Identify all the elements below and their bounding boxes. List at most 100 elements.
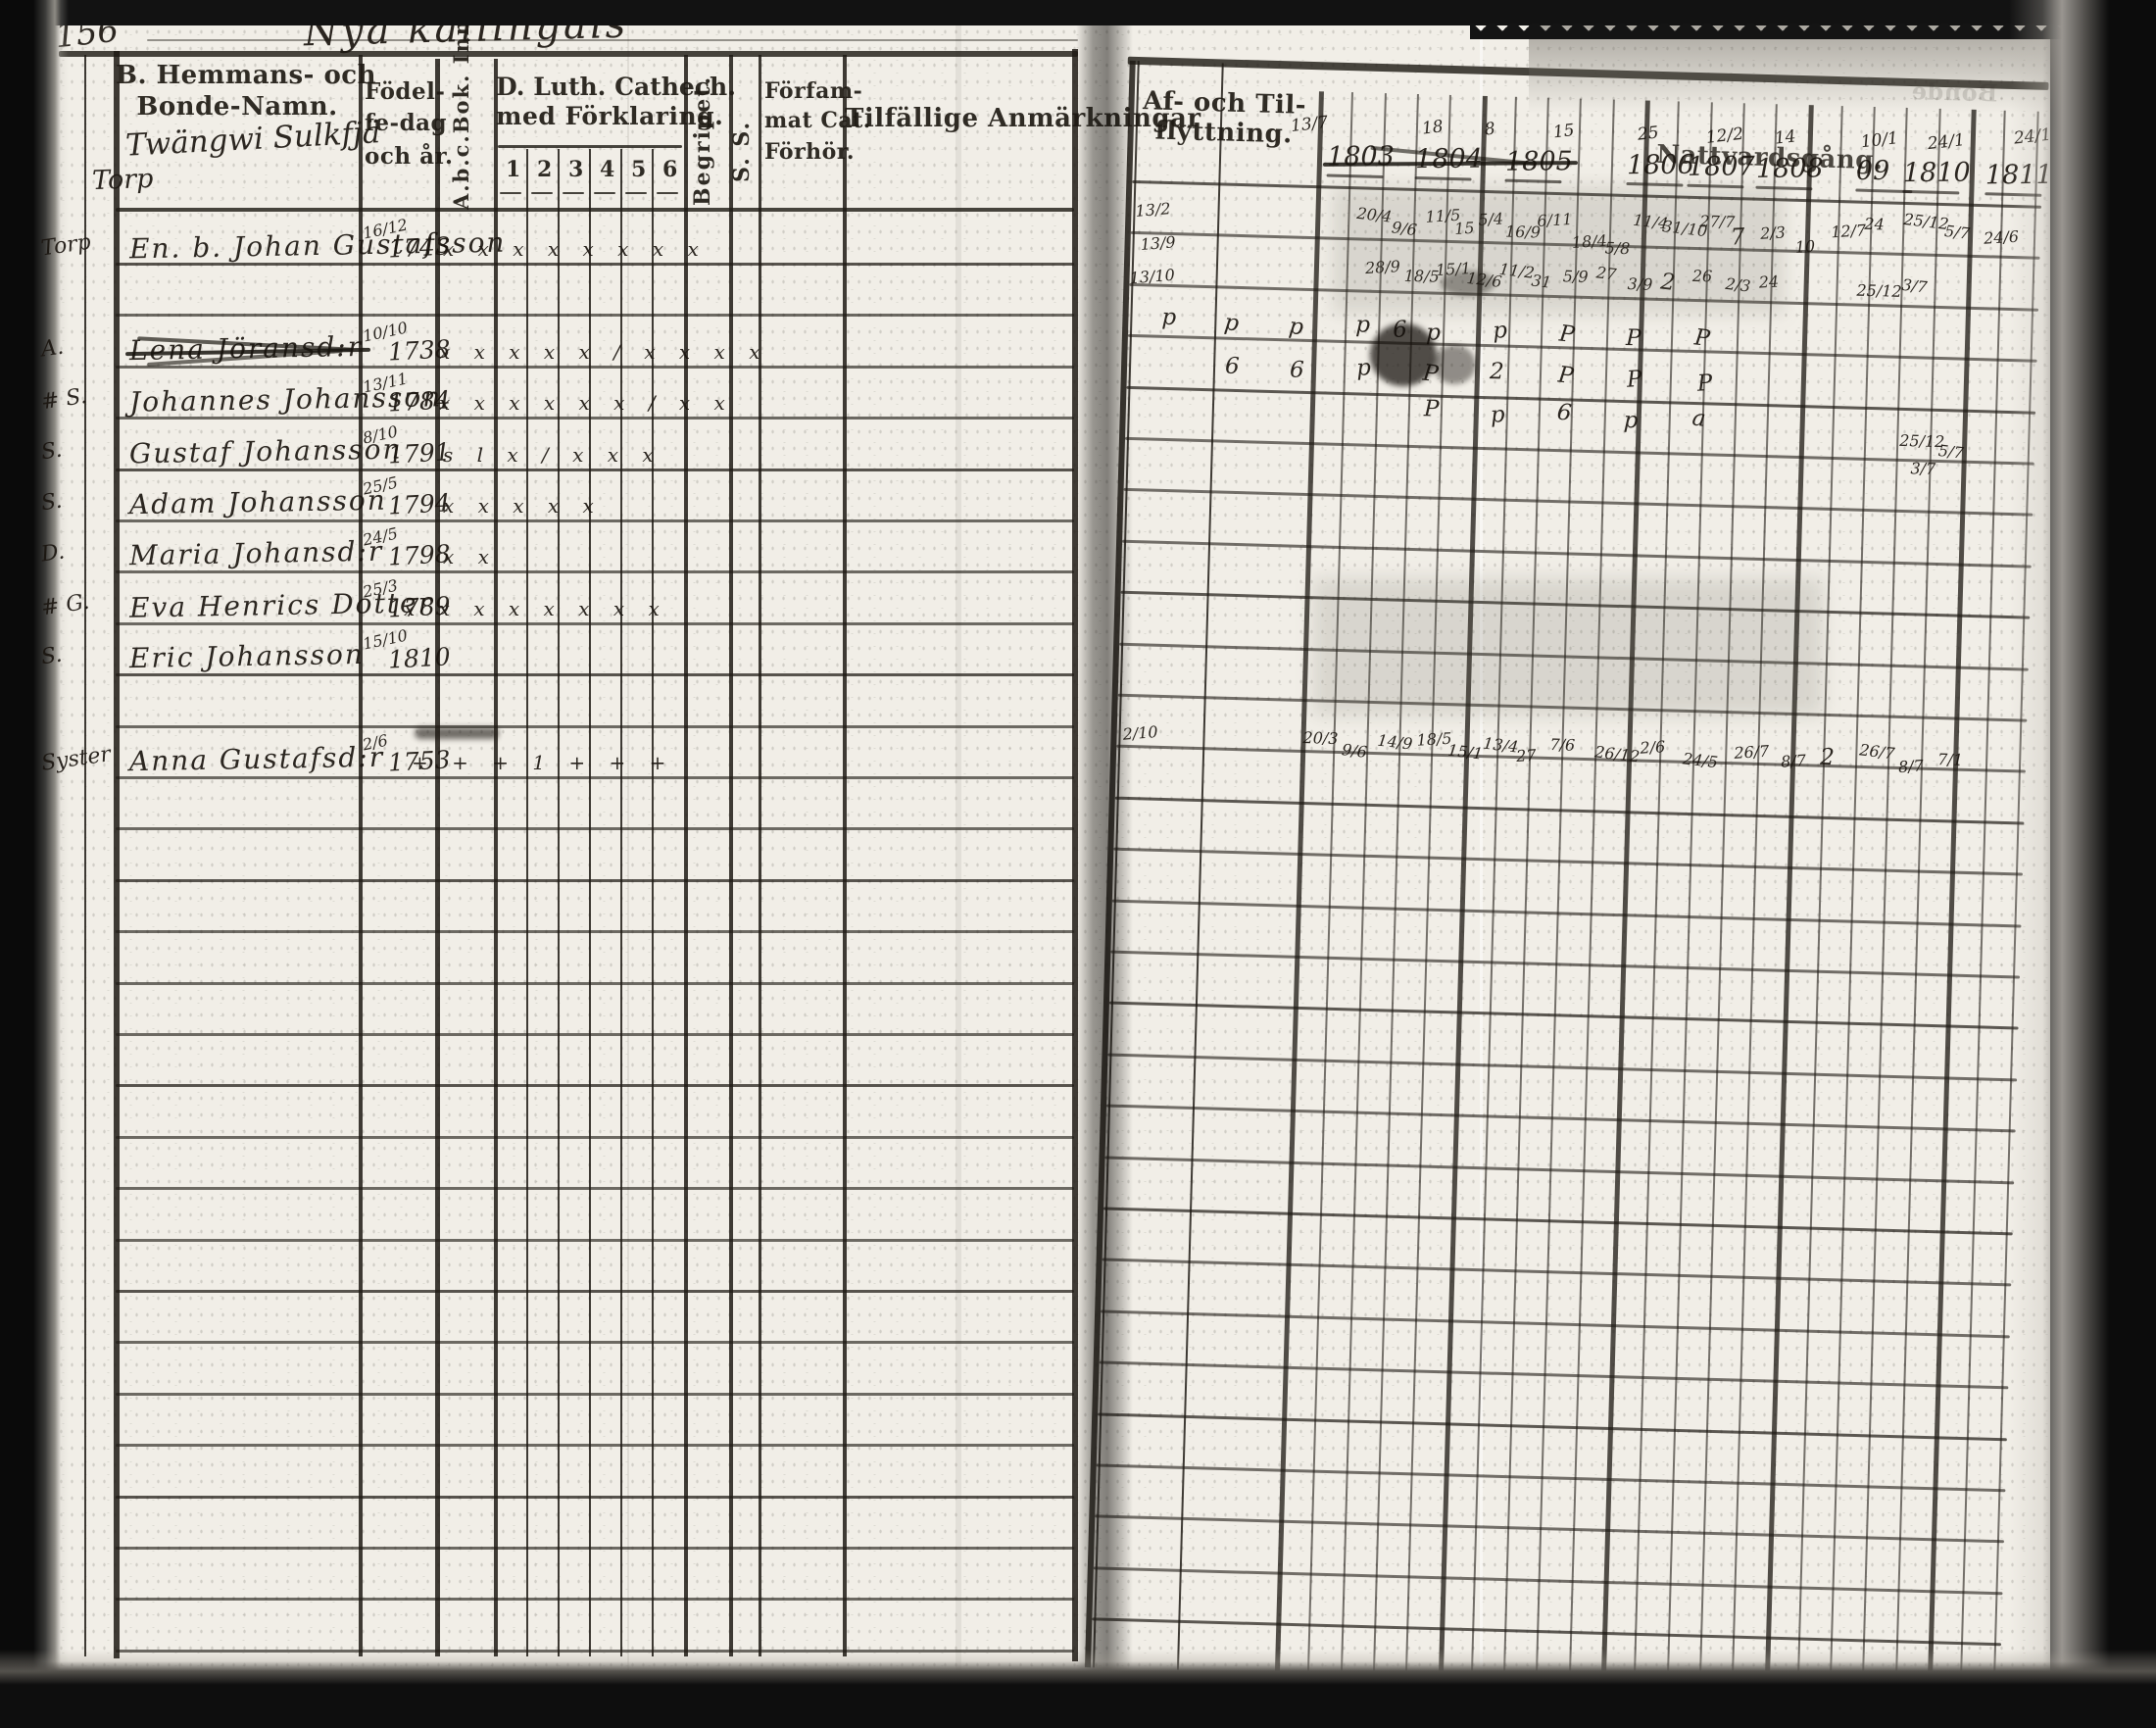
- scanner-edge-bottom: [0, 1650, 2156, 1728]
- birth-year: 1743: [387, 231, 452, 264]
- ink-blot: [1370, 323, 1437, 386]
- communion-entry: 9/6: [1341, 740, 1368, 762]
- communion-entry: P: [1692, 324, 1712, 353]
- communion-entry: 7/6: [1549, 735, 1576, 755]
- cathech-col-number: 3: [568, 157, 584, 182]
- communion-date-fraction: 13/7: [1290, 112, 1330, 136]
- column-line: [620, 149, 622, 1656]
- flyttning-date: 13/10: [1128, 265, 1176, 288]
- column-line: [843, 55, 847, 1656]
- person-name: Gustaf Johansson: [128, 432, 403, 470]
- catechism-marks: x x x x x / x x x x: [439, 339, 769, 364]
- communion-entry: p: [1492, 318, 1508, 344]
- ruled-line: [116, 1392, 1074, 1396]
- ruled-line: [116, 417, 1074, 420]
- person-name: Maria Johansd:r: [128, 535, 384, 572]
- communion-entry: 27: [1515, 745, 1538, 765]
- communion-entry: P: [1557, 321, 1577, 349]
- deckled-page-edge: [1470, 24, 2156, 39]
- communion-entry: P: [1626, 366, 1643, 393]
- communion-year-label: 1808: [1755, 153, 1824, 184]
- communion-entry: 3/7: [1910, 459, 1936, 478]
- ruled-line: [116, 1547, 1074, 1550]
- communion-entry: 10: [1794, 236, 1816, 257]
- header-name-col-line2: Bonde-Namn.: [136, 92, 338, 122]
- communion-entry: 26/7: [1858, 740, 1896, 764]
- communion-date-fraction: 14: [1773, 126, 1797, 149]
- communion-entry: 2: [1819, 744, 1836, 771]
- ruled-line: [116, 1495, 1074, 1499]
- communion-entry: 15/1: [1446, 740, 1485, 764]
- cathech-header-rule: [498, 145, 682, 148]
- communion-entry: 12/7: [1830, 221, 1867, 242]
- column-line: [84, 55, 86, 1656]
- cathech-number-dash: [500, 192, 521, 194]
- communion-entry: P: [1625, 325, 1642, 352]
- catechism-marks: + + + 1 + + +: [412, 751, 675, 774]
- column-line: [652, 149, 654, 1656]
- flyttning-date: 13/9: [1139, 232, 1177, 255]
- communion-entry: 25/12: [1856, 280, 1902, 301]
- communion-entry: 24: [1864, 214, 1886, 234]
- birth-year: 1794: [387, 488, 452, 520]
- ruled-line: [116, 1341, 1074, 1345]
- communion-entry: p: [1287, 313, 1305, 341]
- cathech-number-dash: [531, 192, 553, 194]
- grid-line: [1764, 105, 1814, 1693]
- communion-entry: 8/7: [1780, 751, 1807, 771]
- ruled-line: [116, 314, 1074, 318]
- header-forsammat-line3: Förhör.: [764, 139, 856, 165]
- scanner-edge-top: [0, 0, 2156, 25]
- catechism-marks: s l x / x x x: [443, 442, 662, 467]
- communion-entry: 2: [1489, 359, 1505, 385]
- ruled-line: [116, 1033, 1074, 1036]
- cathech-col-number: 4: [600, 157, 615, 182]
- communion-entry: 3/7: [1900, 274, 1929, 297]
- ruled-line: [116, 519, 1074, 522]
- cathech-col-number: 1: [506, 157, 521, 182]
- communion-entry: 26/12: [1593, 742, 1642, 766]
- communion-entry: 5/7: [1936, 440, 1965, 463]
- top-rule-thick: [59, 51, 1078, 57]
- communion-entry: 14/9: [1376, 730, 1414, 754]
- column-line: [558, 149, 560, 1656]
- person-name: Eric Johansson: [128, 638, 366, 675]
- ruled-line: [116, 1598, 1074, 1602]
- ruled-line: [116, 621, 1074, 625]
- column-line: [684, 55, 688, 1656]
- communion-entry: 2/6: [1639, 737, 1666, 758]
- ruled-line: [116, 673, 1074, 677]
- catechism-marks: x x x x x x x x: [404, 596, 668, 620]
- communion-entry: 26/7: [1733, 741, 1770, 763]
- communion-year-label: 1810: [1902, 157, 1971, 189]
- column-line: [759, 55, 761, 1656]
- ruled-line: [116, 1290, 1074, 1293]
- cathech-number-dash: [594, 192, 615, 194]
- row-margin-label: S.: [39, 642, 64, 670]
- ruled-line: [116, 263, 1074, 266]
- communion-entry: p: [1161, 304, 1177, 331]
- cathech-col-number: 6: [662, 157, 678, 182]
- person-name: Anna Gustafsd:r: [128, 740, 385, 778]
- catechism-marks: x x x x x x / x x: [439, 391, 734, 416]
- communion-entry: P: [1556, 362, 1575, 390]
- row-margin-label: S.: [39, 488, 64, 517]
- header-forsammat-line2: mat Cat.: [764, 108, 871, 133]
- column-line: [526, 149, 528, 1656]
- communion-date-fraction: 25: [1636, 123, 1660, 145]
- cathech-number-dash: [563, 192, 584, 194]
- communion-date-fraction: 18: [1420, 117, 1445, 139]
- ruled-line: [116, 468, 1074, 471]
- communion-date-fraction: 12/2: [1704, 123, 1745, 148]
- ink-smear: [415, 727, 499, 739]
- communion-entry: a: [1690, 405, 1707, 432]
- ruled-line: [116, 1444, 1074, 1448]
- communion-date-fraction: 10/1: [1859, 128, 1899, 153]
- birth-year: 1791: [387, 436, 452, 469]
- cathech-number-dash: [625, 192, 647, 194]
- grid-line: [1438, 95, 1488, 1684]
- row-margin-label: A.: [39, 334, 66, 363]
- column-line: [589, 149, 591, 1656]
- grid-line: [1927, 109, 1977, 1698]
